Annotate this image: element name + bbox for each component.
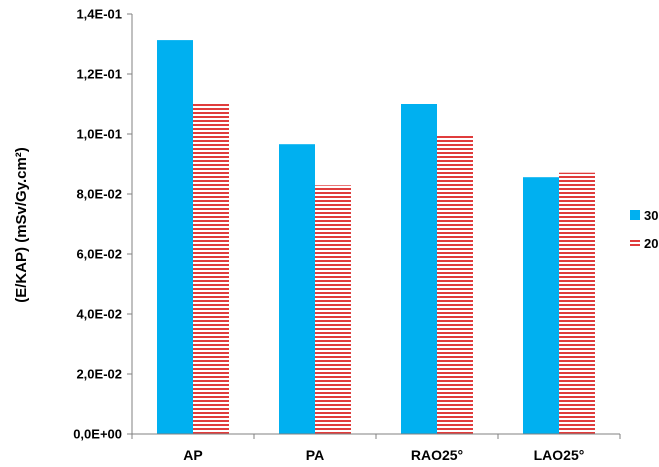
x-tick-label: PA: [306, 447, 324, 463]
bar-20-0: [193, 103, 229, 434]
y-tick-label: 6,0E-02: [76, 247, 122, 262]
bar-30-2: [401, 104, 437, 434]
y-tick-label: 1,2E-01: [76, 67, 122, 82]
y-tick-label: 4,0E-02: [76, 307, 122, 322]
x-tick-label: AP: [183, 447, 202, 463]
bars: [157, 40, 595, 434]
x-tick-label: RAO25°: [411, 447, 463, 463]
bar-20-1: [315, 185, 351, 434]
legend: 30 20: [630, 208, 658, 251]
y-axis-ticks: 0,0E+00 2,0E-02 4,0E-02 6,0E-02 8,0E-02 1,0E-…: [73, 7, 132, 442]
y-axis-label: (E/KAP) (mSv/Gy.cm²): [13, 147, 30, 303]
legend-label-20: 20: [644, 236, 658, 251]
x-tick-label: LAO25°: [534, 447, 585, 463]
y-tick-label: 1,4E-01: [76, 7, 122, 22]
legend-label-30: 30: [644, 208, 658, 223]
bar-30-0: [157, 40, 193, 434]
bar-30-1: [279, 144, 315, 434]
y-tick-label: 0,0E+00: [73, 427, 122, 442]
bar-30-3: [523, 177, 559, 434]
y-tick-label: 8,0E-02: [76, 187, 122, 202]
x-axis-ticks: AP PA RAO25° LAO25°: [131, 434, 621, 463]
legend-swatch-20: [630, 238, 640, 248]
y-tick-label: 1,0E-01: [76, 127, 122, 142]
legend-swatch-30: [630, 210, 640, 220]
bar-20-2: [437, 134, 473, 434]
bar-20-3: [559, 172, 595, 434]
y-tick-label: 2,0E-02: [76, 367, 122, 382]
